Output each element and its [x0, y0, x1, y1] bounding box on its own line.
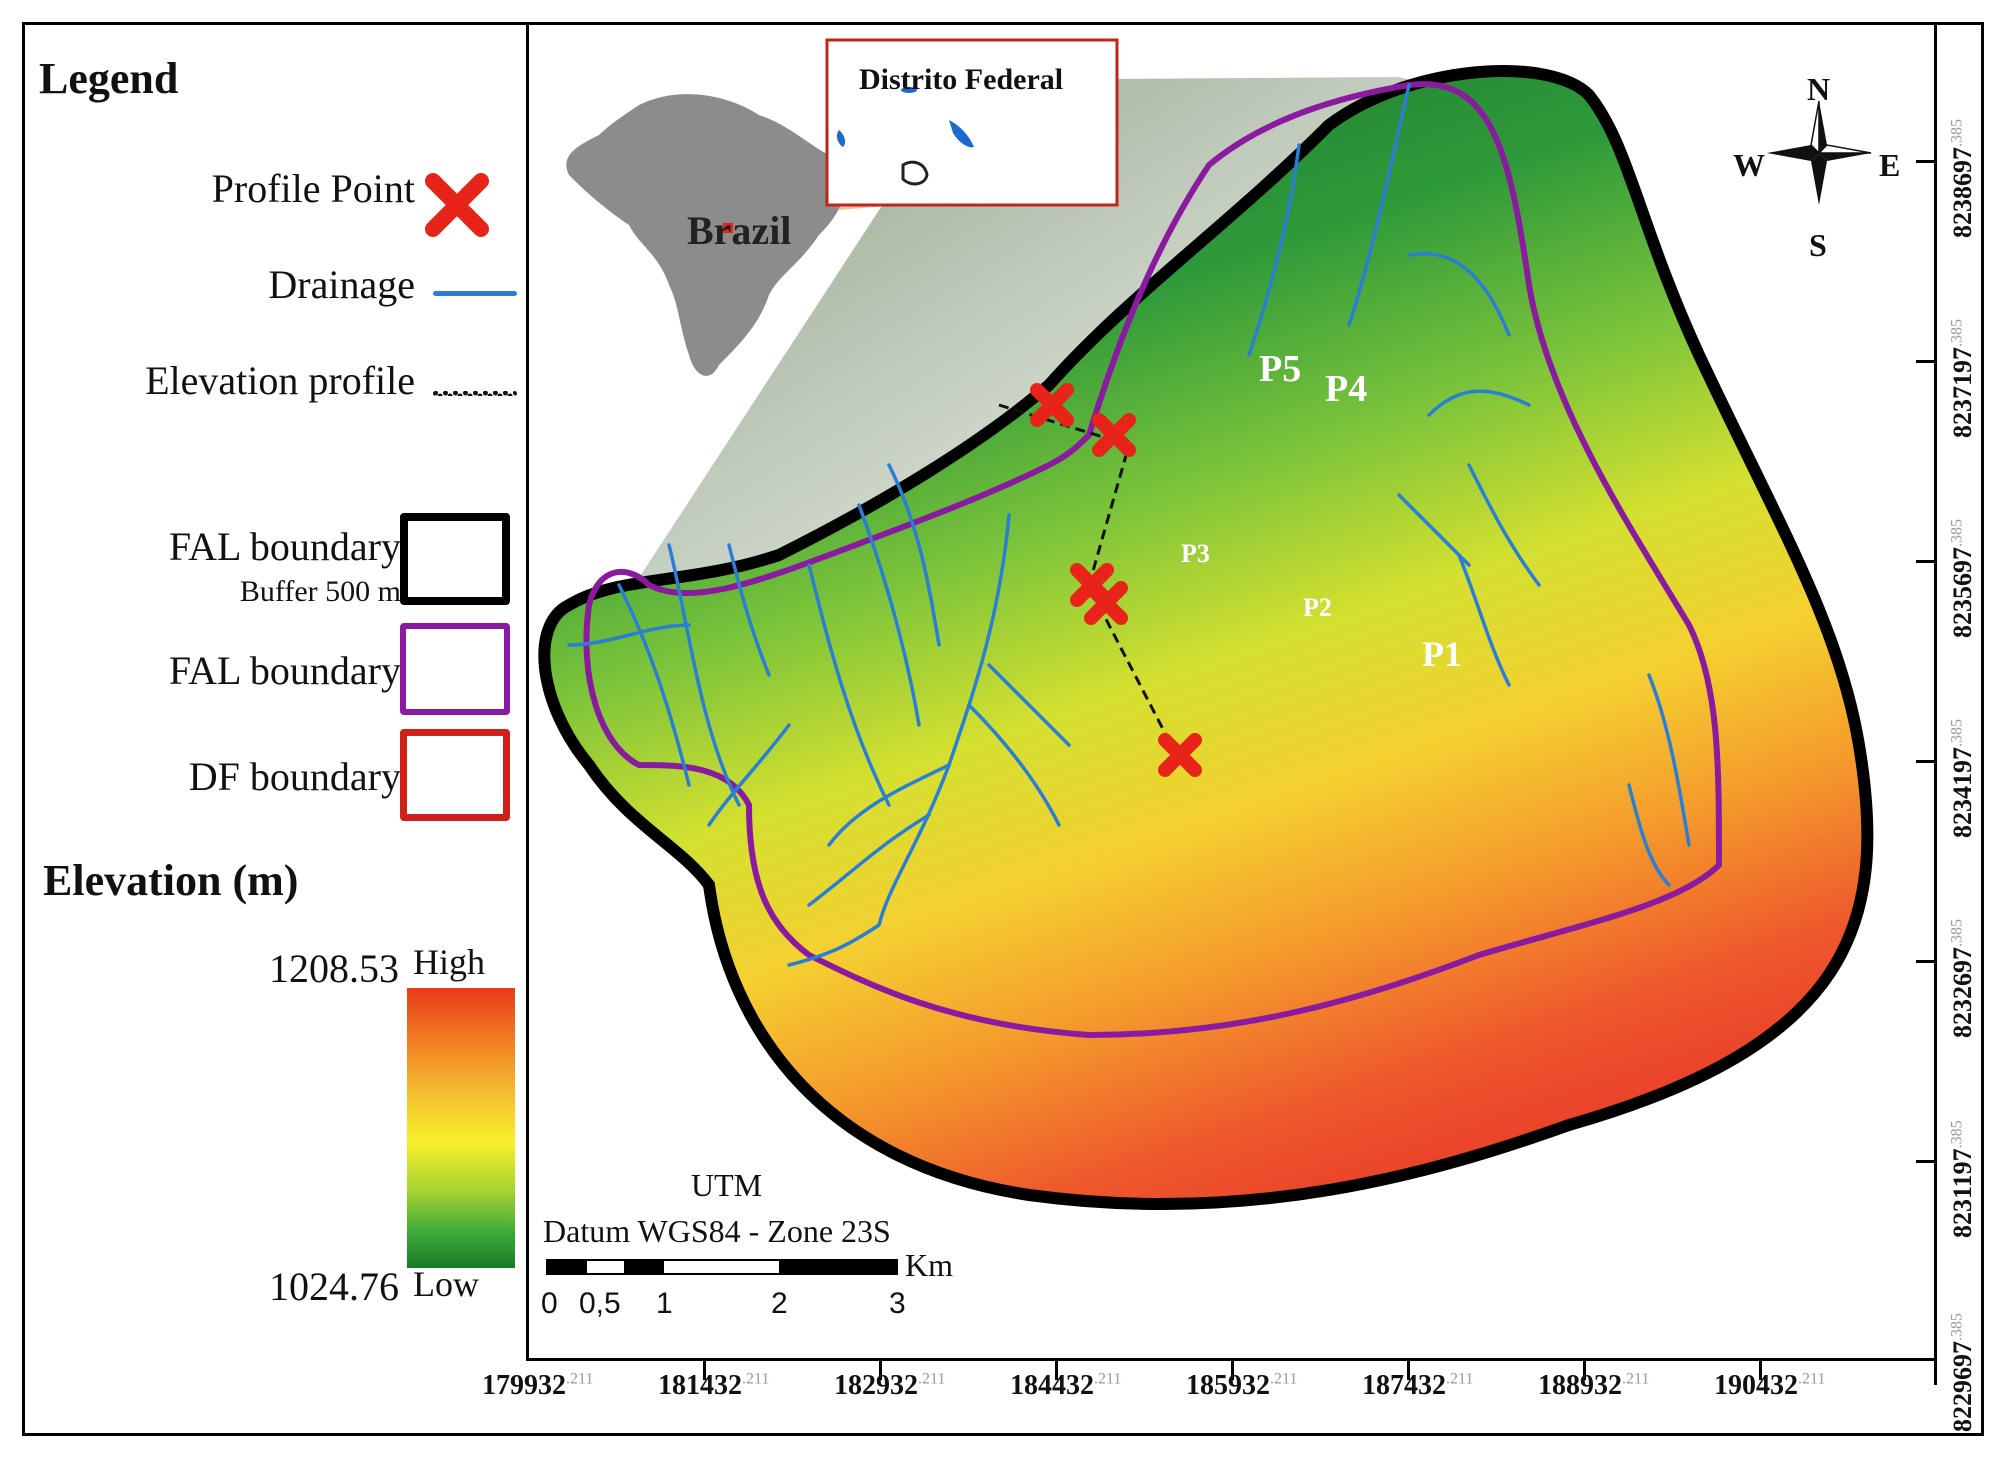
- y-label-5: 8231197.385: [1948, 1120, 1977, 1238]
- compass-rose: [1767, 100, 1872, 205]
- x-label-1: 181432.211: [658, 1370, 770, 1401]
- profile-label-p5: P5: [1259, 348, 1302, 390]
- y-label-2: 8235697.385: [1948, 519, 1977, 638]
- x-tick: [1055, 1358, 1058, 1380]
- elevation-profile-line-icon: [433, 391, 517, 396]
- profile-point-p5-marker: [1030, 383, 1074, 427]
- brazil-silhouette: [566, 94, 845, 376]
- fal-boundary-swatch: [400, 623, 510, 715]
- y-tick: [1916, 1160, 1934, 1163]
- scale-tick-1: 1: [656, 1287, 673, 1320]
- y-axis: [1934, 25, 1987, 1385]
- profile-point-p4-marker: [1092, 413, 1136, 457]
- compass-e: E: [1879, 147, 1901, 183]
- elevation-high-value: 1208.53: [269, 946, 399, 991]
- x-tick: [703, 1358, 706, 1380]
- profile-label-p2: P2: [1303, 593, 1332, 622]
- profile-point-icon: [425, 173, 489, 237]
- fal-buffer-swatch: [400, 513, 510, 605]
- legend-label-profile-point: Profile Point: [211, 166, 415, 211]
- df-water-bodies: [836, 87, 974, 148]
- drainage-network: [567, 83, 1691, 967]
- df-location-marker: [723, 223, 733, 233]
- scale-tick-3: 3: [889, 1287, 906, 1320]
- scale-datum: Datum WGS84 - Zone 23S: [543, 1213, 891, 1249]
- fal-buffer-boundary: [538, 65, 1874, 1211]
- fal-boundary: [583, 81, 1723, 1039]
- y-label-6: 8229697.385: [1948, 1313, 1977, 1432]
- x-label-4: 185932.211: [1186, 1370, 1298, 1401]
- legend-label-fal-buffer: FAL boundary: [168, 524, 401, 569]
- x-tick: [879, 1358, 882, 1380]
- map-area: Brazil Distrito Federal N S E W P1 P2 P3…: [526, 25, 1937, 1361]
- compass-n: N: [1807, 71, 1831, 107]
- brazil-label: Brazil: [687, 208, 792, 253]
- elevation-title: Elevation (m): [43, 856, 299, 905]
- y-tick: [1916, 760, 1934, 763]
- legend-label-df-boundary: DF boundary: [188, 754, 401, 799]
- profile-point-markers: [1030, 383, 1202, 777]
- profile-label-p1: P1: [1422, 634, 1462, 674]
- distrito-federal-label: Distrito Federal: [859, 63, 1064, 96]
- y-tick: [1916, 560, 1934, 563]
- x-label-7: 190432.211: [1714, 1370, 1826, 1401]
- legend-panel: Legend Profile Point Drainage Elevation …: [25, 25, 525, 1433]
- elevation-low-label: Low: [413, 1264, 479, 1304]
- drainage-line-icon: [433, 291, 517, 296]
- x-label-5: 187432.211: [1362, 1370, 1474, 1401]
- y-label-1: 8237197.385: [1948, 319, 1977, 438]
- elevation-low-value: 1024.76: [269, 1264, 399, 1309]
- profile-point-p2-marker: [1084, 581, 1128, 625]
- scale-bar: [546, 1259, 898, 1275]
- df-lake-outline: [901, 160, 929, 186]
- scale-unit: Km: [905, 1247, 953, 1283]
- scale-title: UTM: [691, 1167, 763, 1203]
- y-label-4: 8232697.385: [1948, 919, 1977, 1038]
- y-tick: [1916, 960, 1934, 963]
- x-tick: [1231, 1358, 1234, 1380]
- y-tick: [1916, 160, 1934, 163]
- compass-w: W: [1733, 147, 1765, 183]
- legend-label-fal-boundary: FAL boundary: [168, 648, 401, 693]
- legend-sublabel-buffer: Buffer 500 m: [239, 575, 401, 608]
- elevation-high-label: High: [413, 942, 485, 982]
- scale-tick-0-5: 0,5: [579, 1287, 621, 1320]
- map-canvas: [538, 38, 1874, 1275]
- x-tick: [1583, 1358, 1586, 1380]
- profile-label-p4: P4: [1325, 368, 1368, 410]
- x-tick: [1759, 1358, 1762, 1380]
- x-tick: [1407, 1358, 1410, 1380]
- distrito-federal-inset: [825, 38, 1119, 207]
- legend-label-elevation-profile: Elevation profile: [145, 358, 415, 403]
- elevation-color-ramp: [407, 988, 515, 1268]
- legend-title: Legend: [39, 54, 179, 103]
- compass-s: S: [1809, 227, 1827, 263]
- legend-label-drainage: Drainage: [268, 262, 415, 307]
- x-label-2: 182932.211: [834, 1370, 946, 1401]
- y-label-0: 8238697.385: [1948, 119, 1977, 238]
- profile-label-p3: P3: [1181, 539, 1210, 568]
- profile-point-p1-marker: [1158, 733, 1202, 777]
- x-label-3: 184432.211: [1010, 1370, 1122, 1401]
- y-tick: [1916, 360, 1934, 363]
- figure-frame: [22, 22, 1984, 1436]
- scale-tick-0: 0: [541, 1287, 558, 1320]
- df-boundary-swatch: [400, 729, 510, 821]
- scale-tick-2: 2: [771, 1287, 788, 1320]
- y-label-3: 8234197.385: [1948, 719, 1977, 838]
- x-label-0: 179932.211: [482, 1370, 594, 1401]
- x-label-6: 188932.211: [1538, 1370, 1650, 1401]
